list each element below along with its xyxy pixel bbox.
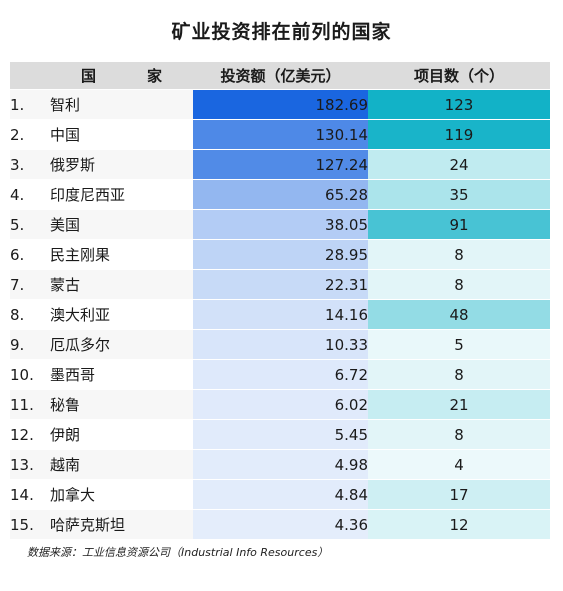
projects-header: 项目数（个） [368,62,550,90]
country-cell: 印度尼西亚 [50,179,193,210]
rank-cell: 6. [10,239,50,270]
projects-cell: 4 [368,449,550,480]
projects-cell: 35 [368,179,550,210]
investment-cell: 6.72 [193,359,368,390]
rank-cell: 2. [10,119,50,150]
projects-cell: 5 [368,329,550,360]
investment-cell: 28.95 [193,239,368,270]
country-cell: 墨西哥 [50,359,193,390]
country-cell: 加拿大 [50,479,193,510]
table-row: 4. 印度尼西亚 65.28 35 [10,179,550,210]
investment-cell: 10.33 [193,329,368,360]
rank-cell: 10. [10,359,50,390]
rank-cell: 14. [10,479,50,510]
country-cell: 伊朗 [50,419,193,450]
country-cell: 智利 [50,89,193,120]
investment-cell: 127.24 [193,149,368,180]
investment-cell: 182.69 [193,89,368,120]
investment-header: 投资额（亿美元） [193,62,368,90]
table-row: 11. 秘鲁 6.02 21 [10,389,550,420]
country-cell: 哈萨克斯坦 [50,509,193,540]
data-source-note: 数据来源：工业信息资源公司（Industrial Info Resources） [27,546,329,559]
projects-cell: 8 [368,269,550,300]
investment-cell: 130.14 [193,119,368,150]
table-row: 6. 民主刚果 28.95 8 [10,239,550,270]
projects-cell: 8 [368,239,550,270]
country-cell: 厄瓜多尔 [50,329,193,360]
header-row: 国 家 投资额（亿美元） 项目数（个） [10,62,550,90]
projects-cell: 24 [368,149,550,180]
table-row: 9. 厄瓜多尔 10.33 5 [10,329,550,360]
projects-cell: 8 [368,419,550,450]
mining-investment-table: 国 家 投资额（亿美元） 项目数（个） 1. 智利 182.69 123 2. 中国 130… [10,62,550,540]
investment-cell: 6.02 [193,389,368,420]
country-cell: 俄罗斯 [50,149,193,180]
projects-cell: 48 [368,299,550,330]
country-header: 国 家 [50,62,193,90]
table-row: 13. 越南 4.98 4 [10,449,550,480]
projects-cell: 123 [368,89,550,120]
country-cell: 中国 [50,119,193,150]
rank-header [10,62,50,90]
rank-cell: 3. [10,149,50,180]
rank-cell: 5. [10,209,50,240]
projects-cell: 91 [368,209,550,240]
country-cell: 美国 [50,209,193,240]
rank-cell: 4. [10,179,50,210]
country-cell: 秘鲁 [50,389,193,420]
table-body: 1. 智利 182.69 123 2. 中国 130.14 119 3. 俄罗斯 127.24 24 4… [10,89,550,540]
table-row: 10. 墨西哥 6.72 8 [10,359,550,390]
table-row: 12. 伊朗 5.45 8 [10,419,550,450]
table-row: 15. 哈萨克斯坦 4.36 12 [10,509,550,540]
rank-cell: 13. [10,449,50,480]
investment-cell: 4.98 [193,449,368,480]
rank-cell: 8. [10,299,50,330]
country-cell: 澳大利亚 [50,299,193,330]
projects-cell: 21 [368,389,550,420]
table-row: 7. 蒙古 22.31 8 [10,269,550,300]
rank-cell: 7. [10,269,50,300]
table-row: 3. 俄罗斯 127.24 24 [10,149,550,180]
investment-cell: 4.84 [193,479,368,510]
rank-cell: 15. [10,509,50,540]
rank-cell: 11. [10,389,50,420]
rank-cell: 9. [10,329,50,360]
chart-title: 矿业投资排在前列的国家 [171,21,392,43]
investment-cell: 14.16 [193,299,368,330]
investment-cell: 22.31 [193,269,368,300]
country-cell: 越南 [50,449,193,480]
country-cell: 蒙古 [50,269,193,300]
investment-cell: 38.05 [193,209,368,240]
rank-cell: 12. [10,419,50,450]
country-cell: 民主刚果 [50,239,193,270]
projects-cell: 17 [368,479,550,510]
table-row: 5. 美国 38.05 91 [10,209,550,240]
table-row: 8. 澳大利亚 14.16 48 [10,299,550,330]
investment-cell: 65.28 [193,179,368,210]
investment-cell: 4.36 [193,509,368,540]
table-row: 2. 中国 130.14 119 [10,119,550,150]
projects-cell: 119 [368,119,550,150]
projects-cell: 12 [368,509,550,540]
projects-cell: 8 [368,359,550,390]
table-row: 1. 智利 182.69 123 [10,89,550,120]
rank-cell: 1. [10,89,50,120]
table-row: 14. 加拿大 4.84 17 [10,479,550,510]
investment-cell: 5.45 [193,419,368,450]
